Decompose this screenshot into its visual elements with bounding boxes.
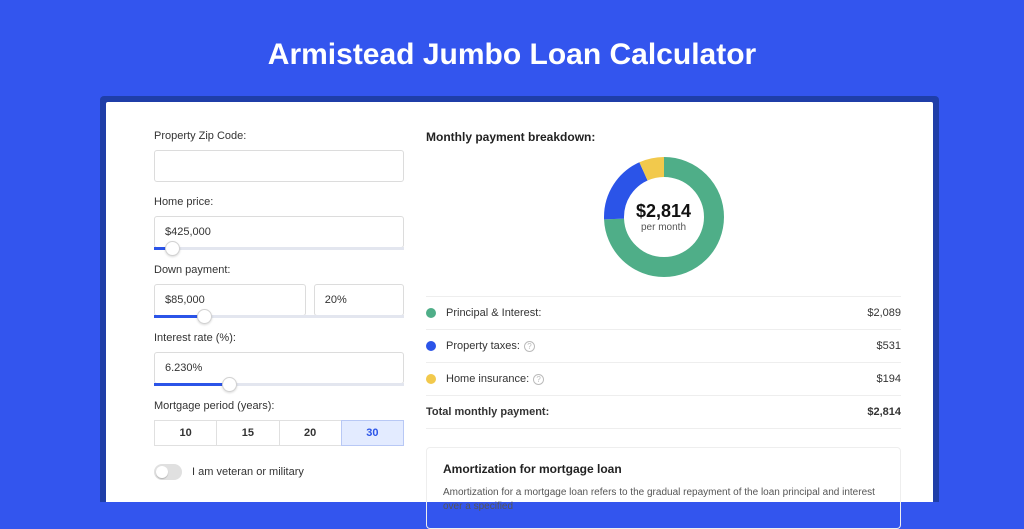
calculator-card: Property Zip Code: Home price: Down paym… — [106, 102, 933, 502]
field-down-payment: Down payment: — [154, 264, 404, 318]
field-interest-rate: Interest rate (%): — [154, 332, 404, 386]
total-label: Total monthly payment: — [426, 406, 867, 418]
breakdown-row: Principal & Interest:$2,089 — [426, 297, 901, 330]
legend-dot — [426, 308, 436, 318]
info-icon[interactable]: ? — [524, 341, 535, 352]
down-payment-amount-input[interactable] — [154, 284, 306, 316]
form-column: Property Zip Code: Home price: Down paym… — [154, 130, 404, 502]
breakdown-value: $2,089 — [867, 307, 901, 319]
mortgage-period-option[interactable]: 30 — [341, 420, 404, 446]
breakdown-total-row: Total monthly payment:$2,814 — [426, 396, 901, 429]
info-icon[interactable]: ? — [533, 374, 544, 385]
zip-input[interactable] — [154, 150, 404, 182]
veteran-toggle-row: I am veteran or military — [154, 464, 404, 480]
field-home-price: Home price: — [154, 196, 404, 250]
breakdown-label: Property taxes:? — [446, 340, 877, 352]
legend-dot — [426, 341, 436, 351]
slider-fill — [154, 383, 229, 386]
down-payment-label: Down payment: — [154, 264, 404, 276]
page-title: Armistead Jumbo Loan Calculator — [0, 0, 1024, 96]
breakdown-label: Principal & Interest: — [446, 307, 867, 319]
field-zip: Property Zip Code: — [154, 130, 404, 182]
breakdown-row: Home insurance:?$194 — [426, 363, 901, 396]
mortgage-period-option[interactable]: 20 — [279, 420, 342, 446]
down-payment-percent-input[interactable] — [314, 284, 404, 316]
donut-amount: $2,814 — [636, 201, 691, 222]
field-mortgage-period: Mortgage period (years): 10152030 — [154, 400, 404, 446]
amortization-card: Amortization for mortgage loan Amortizat… — [426, 447, 901, 529]
breakdown-column: Monthly payment breakdown: $2,814 per mo… — [426, 130, 901, 502]
breakdown-row: Property taxes:?$531 — [426, 330, 901, 363]
veteran-toggle[interactable] — [154, 464, 182, 480]
breakdown-value: $531 — [877, 340, 901, 352]
amortization-title: Amortization for mortgage loan — [443, 462, 884, 476]
mortgage-period-label: Mortgage period (years): — [154, 400, 404, 412]
interest-rate-label: Interest rate (%): — [154, 332, 404, 344]
mortgage-period-option[interactable]: 15 — [216, 420, 279, 446]
interest-rate-slider[interactable] — [154, 383, 404, 386]
home-price-label: Home price: — [154, 196, 404, 208]
legend-dot — [426, 374, 436, 384]
mortgage-period-buttons: 10152030 — [154, 420, 404, 446]
breakdown-value: $194 — [877, 373, 901, 385]
slider-thumb[interactable] — [197, 309, 212, 324]
home-price-input[interactable] — [154, 216, 404, 248]
home-price-slider[interactable] — [154, 247, 404, 250]
total-value: $2,814 — [867, 406, 901, 418]
donut-sub: per month — [641, 222, 686, 233]
breakdown-title: Monthly payment breakdown: — [426, 130, 901, 144]
toggle-knob — [156, 466, 168, 478]
breakdown-list: Principal & Interest:$2,089Property taxe… — [426, 296, 901, 429]
down-payment-slider[interactable] — [154, 315, 404, 318]
interest-rate-input[interactable] — [154, 352, 404, 384]
slider-thumb[interactable] — [165, 241, 180, 256]
breakdown-label: Home insurance:? — [446, 373, 877, 385]
veteran-label: I am veteran or military — [192, 466, 304, 478]
donut-center: $2,814 per month — [603, 156, 725, 278]
mortgage-period-option[interactable]: 10 — [154, 420, 217, 446]
zip-label: Property Zip Code: — [154, 130, 404, 142]
slider-thumb[interactable] — [222, 377, 237, 392]
amortization-text: Amortization for a mortgage loan refers … — [443, 486, 884, 514]
donut-chart: $2,814 per month — [426, 156, 901, 278]
card-shadow: Property Zip Code: Home price: Down paym… — [100, 96, 939, 502]
